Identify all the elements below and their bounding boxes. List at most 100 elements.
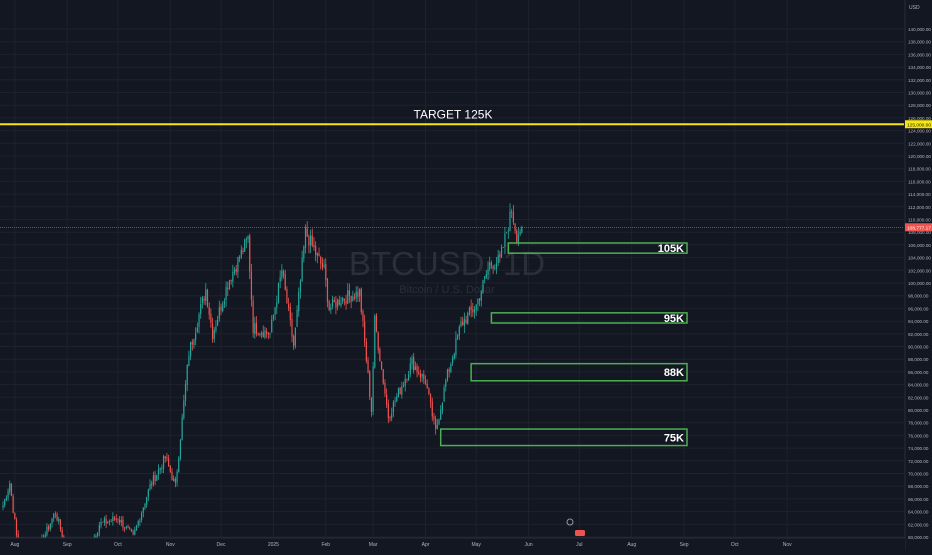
candle [375,313,378,333]
candle [196,322,198,333]
candle [350,295,352,309]
y-tick-label: 72,000.00 [908,459,929,464]
candle [377,331,379,354]
candle [140,511,143,523]
price-axis[interactable] [905,0,932,550]
candle [7,488,9,502]
candle [188,350,190,367]
candle [320,255,322,270]
support-zone[interactable]: 88K [470,362,688,382]
candle [198,312,200,334]
zone-label: 95K [664,313,684,325]
candle [482,279,484,295]
candle [119,516,121,526]
zone-box [439,428,688,447]
candle [48,524,50,532]
candle [112,512,114,526]
time-axis[interactable] [0,538,905,550]
candle [433,412,435,425]
candle [453,352,455,360]
last-price-label: 108,777.17 [907,225,931,231]
y-tick-label: 84,000.00 [908,383,929,388]
candle [227,281,229,297]
candle [2,501,4,511]
candle [408,370,410,382]
candle [257,332,259,336]
candle [389,415,391,422]
candle [49,523,51,532]
candle [345,294,347,310]
y-tick-label: 100,000.00 [908,281,931,286]
candle [108,519,111,526]
candle [272,314,274,322]
candle [424,375,427,385]
flag-icon[interactable] [575,530,585,536]
candle [504,227,506,255]
candle [56,512,58,522]
candle [245,236,247,249]
zone-box [470,362,688,382]
candle [255,316,258,337]
candle [374,313,376,369]
candle [144,502,146,511]
candle [269,332,271,339]
candle [404,374,406,392]
candle [333,296,335,303]
candle [423,370,425,384]
event-icon[interactable] [566,518,574,526]
candle [264,326,266,340]
candle [306,221,308,237]
candle [223,298,225,308]
candle [274,306,276,321]
y-tick-label: 82,000.00 [908,395,929,400]
y-tick-label: 62,000.00 [908,522,929,527]
y-tick-label: 102,000.00 [908,268,931,273]
candle [325,258,327,287]
candle [369,370,371,400]
candle [173,475,175,482]
candle [154,470,156,486]
candle [331,295,334,310]
candle [455,331,457,359]
candle [406,378,408,383]
candle [4,498,6,508]
y-tick-label: 124,000.00 [908,129,931,134]
candle [228,279,231,290]
candle [5,495,7,502]
candle [129,526,131,530]
candle [512,204,514,225]
candle [15,517,18,538]
candle [348,283,351,304]
candle [151,480,153,490]
candle [418,366,420,376]
candle [465,315,467,325]
x-tick-label: Dec [217,542,226,548]
candle [193,338,195,349]
candle [156,474,158,482]
x-tick-label: Aug [627,542,636,548]
currency-label[interactable]: USD [909,5,920,11]
candle [419,369,422,383]
support-zone[interactable]: 105K [507,242,688,255]
y-tick-label: 134,000.00 [908,65,931,70]
candle [440,405,442,421]
candle [61,527,63,538]
candle [183,394,185,420]
candle [301,250,303,282]
candle [380,360,383,371]
support-zone[interactable]: 75K [439,428,688,447]
candle [506,231,508,234]
candle [514,223,516,234]
y-tick-label: 112,000.00 [908,205,931,210]
candle [490,260,493,269]
candle [489,256,491,272]
x-tick-label: Oct [114,542,122,548]
candle [59,519,62,532]
candle [107,520,109,524]
candle [478,298,481,307]
candle [470,299,472,318]
support-zone[interactable]: 95K [490,312,688,325]
candle [218,300,220,322]
